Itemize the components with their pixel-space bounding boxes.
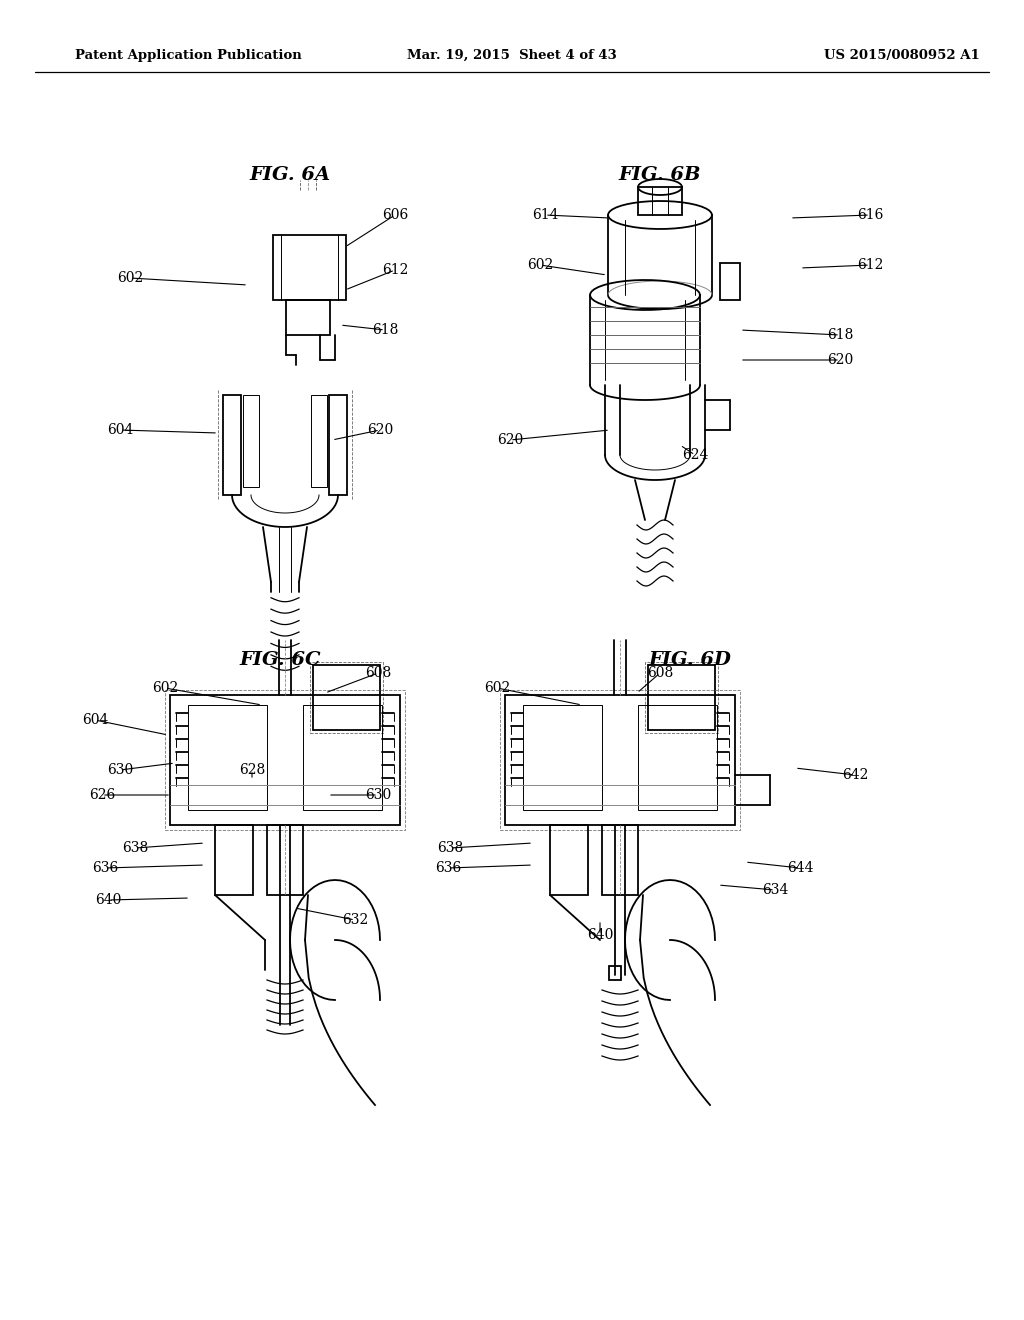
Text: US 2015/0080952 A1: US 2015/0080952 A1 bbox=[824, 49, 980, 62]
Bar bbox=[303, 705, 382, 810]
Bar bbox=[505, 696, 735, 825]
Text: 604: 604 bbox=[106, 422, 133, 437]
Bar bbox=[638, 705, 717, 810]
Text: 636: 636 bbox=[92, 861, 118, 875]
Text: 636: 636 bbox=[435, 861, 461, 875]
Bar bbox=[170, 696, 400, 825]
Text: 620: 620 bbox=[497, 433, 523, 447]
Text: 630: 630 bbox=[106, 763, 133, 777]
Text: 604: 604 bbox=[82, 713, 109, 727]
Text: 642: 642 bbox=[842, 768, 868, 781]
Bar bbox=[523, 705, 602, 810]
Bar bbox=[223, 395, 241, 495]
Bar bbox=[609, 966, 621, 979]
Bar bbox=[329, 395, 347, 495]
Bar bbox=[165, 690, 406, 830]
Text: 614: 614 bbox=[531, 209, 558, 222]
Text: 624: 624 bbox=[682, 447, 709, 462]
Bar bbox=[273, 235, 346, 300]
Bar bbox=[188, 705, 267, 810]
Text: 620: 620 bbox=[826, 352, 853, 367]
Text: FIG. 6A: FIG. 6A bbox=[250, 166, 331, 183]
Text: 602: 602 bbox=[484, 681, 510, 696]
Text: 612: 612 bbox=[857, 257, 883, 272]
Text: 630: 630 bbox=[365, 788, 391, 803]
Bar bbox=[638, 187, 682, 215]
Text: FIG. 6D: FIG. 6D bbox=[648, 651, 731, 669]
Text: 606: 606 bbox=[382, 209, 409, 222]
Text: 612: 612 bbox=[382, 263, 409, 277]
Text: 640: 640 bbox=[587, 928, 613, 942]
Bar bbox=[720, 263, 740, 300]
Bar bbox=[311, 395, 327, 487]
Text: 634: 634 bbox=[762, 883, 788, 898]
Text: 608: 608 bbox=[647, 667, 673, 680]
Bar bbox=[602, 825, 638, 895]
Text: 638: 638 bbox=[437, 841, 463, 855]
Text: 626: 626 bbox=[89, 788, 115, 803]
Text: 608: 608 bbox=[365, 667, 391, 680]
Text: FIG. 6C: FIG. 6C bbox=[240, 651, 321, 669]
Bar bbox=[550, 825, 588, 895]
Bar bbox=[243, 395, 259, 487]
Bar bbox=[500, 690, 740, 830]
Bar bbox=[313, 665, 380, 730]
Text: 644: 644 bbox=[786, 861, 813, 875]
Text: 620: 620 bbox=[367, 422, 393, 437]
Text: 602: 602 bbox=[527, 257, 553, 272]
Text: 618: 618 bbox=[372, 323, 398, 337]
Bar bbox=[645, 663, 718, 733]
Bar bbox=[215, 825, 253, 895]
Bar bbox=[286, 300, 330, 335]
Text: Mar. 19, 2015  Sheet 4 of 43: Mar. 19, 2015 Sheet 4 of 43 bbox=[408, 49, 616, 62]
Text: 632: 632 bbox=[342, 913, 368, 927]
Text: 628: 628 bbox=[239, 763, 265, 777]
Text: 638: 638 bbox=[122, 841, 148, 855]
Text: Patent Application Publication: Patent Application Publication bbox=[75, 49, 302, 62]
Bar bbox=[267, 825, 303, 895]
Bar bbox=[310, 663, 383, 733]
Text: FIG. 6B: FIG. 6B bbox=[618, 166, 701, 183]
Text: 602: 602 bbox=[117, 271, 143, 285]
Text: 602: 602 bbox=[152, 681, 178, 696]
Bar bbox=[648, 665, 715, 730]
Text: 640: 640 bbox=[95, 894, 121, 907]
Text: 616: 616 bbox=[857, 209, 883, 222]
Text: 618: 618 bbox=[826, 327, 853, 342]
